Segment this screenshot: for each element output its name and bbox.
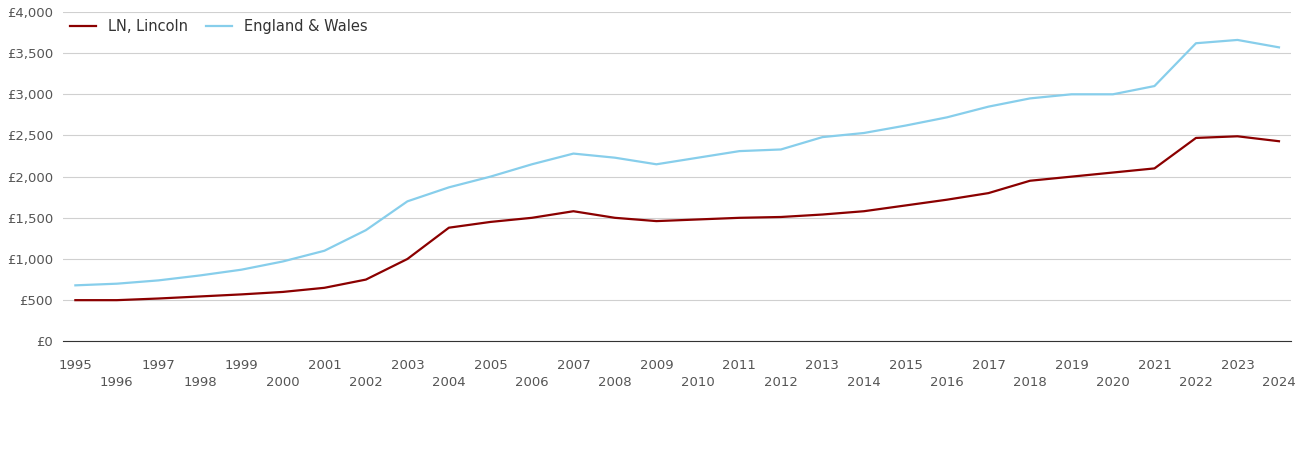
LN, Lincoln xyxy=(68,297,84,303)
Text: 1999: 1999 xyxy=(224,360,258,373)
Text: 2016: 2016 xyxy=(930,376,964,389)
Text: 2001: 2001 xyxy=(308,360,342,373)
England & Wales xyxy=(441,184,457,190)
LN, Lincoln xyxy=(1105,170,1121,175)
Text: 2017: 2017 xyxy=(971,360,1005,373)
LN, Lincoln xyxy=(1147,166,1163,171)
Text: 1995: 1995 xyxy=(59,360,93,373)
LN, Lincoln xyxy=(110,297,125,303)
LN, Lincoln xyxy=(150,296,166,301)
Text: 2019: 2019 xyxy=(1054,360,1088,373)
Line: LN, Lincoln: LN, Lincoln xyxy=(76,136,1279,300)
Text: 2008: 2008 xyxy=(598,376,632,389)
LN, Lincoln xyxy=(732,215,748,220)
Text: 2024: 2024 xyxy=(1262,376,1296,389)
England & Wales xyxy=(1105,92,1121,97)
LN, Lincoln xyxy=(317,285,333,291)
LN, Lincoln xyxy=(565,208,581,214)
LN, Lincoln xyxy=(773,214,788,220)
LN, Lincoln xyxy=(940,197,955,202)
England & Wales xyxy=(317,248,333,253)
Text: 2009: 2009 xyxy=(639,360,673,373)
England & Wales xyxy=(192,273,207,278)
Text: 2012: 2012 xyxy=(763,376,797,389)
England & Wales xyxy=(732,148,748,154)
Text: 2023: 2023 xyxy=(1220,360,1254,373)
LN, Lincoln xyxy=(483,219,499,225)
England & Wales xyxy=(68,283,84,288)
Text: 1997: 1997 xyxy=(141,360,175,373)
Text: 2007: 2007 xyxy=(556,360,590,373)
England & Wales xyxy=(898,123,913,128)
LN, Lincoln xyxy=(441,225,457,230)
LN, Lincoln xyxy=(814,212,830,217)
England & Wales xyxy=(980,104,996,109)
Text: 2002: 2002 xyxy=(348,376,382,389)
England & Wales xyxy=(110,281,125,286)
England & Wales xyxy=(1188,40,1203,46)
LN, Lincoln xyxy=(690,217,706,222)
Text: 2011: 2011 xyxy=(723,360,757,373)
England & Wales xyxy=(358,227,373,233)
LN, Lincoln xyxy=(275,289,291,295)
England & Wales xyxy=(1147,83,1163,89)
LN, Lincoln xyxy=(898,203,913,208)
England & Wales xyxy=(690,155,706,160)
LN, Lincoln xyxy=(1064,174,1079,180)
England & Wales xyxy=(607,155,622,160)
LN, Lincoln xyxy=(607,215,622,220)
Legend: LN, Lincoln, England & Wales: LN, Lincoln, England & Wales xyxy=(70,19,367,34)
Text: 2020: 2020 xyxy=(1096,376,1130,389)
Text: 2006: 2006 xyxy=(515,376,548,389)
England & Wales xyxy=(940,115,955,120)
Text: 2014: 2014 xyxy=(847,376,881,389)
Text: 2000: 2000 xyxy=(266,376,300,389)
LN, Lincoln xyxy=(234,292,249,297)
Text: 2004: 2004 xyxy=(432,376,466,389)
LN, Lincoln xyxy=(399,256,415,262)
Text: 1996: 1996 xyxy=(100,376,133,389)
England & Wales xyxy=(1229,37,1245,43)
England & Wales xyxy=(150,278,166,283)
England & Wales xyxy=(483,174,499,180)
England & Wales xyxy=(856,130,872,136)
Text: 2021: 2021 xyxy=(1138,360,1172,373)
England & Wales xyxy=(1022,96,1037,101)
LN, Lincoln xyxy=(1271,139,1287,144)
England & Wales xyxy=(773,147,788,152)
England & Wales xyxy=(399,198,415,204)
LN, Lincoln xyxy=(192,294,207,299)
Text: 2013: 2013 xyxy=(805,360,839,373)
Text: 2022: 2022 xyxy=(1178,376,1212,389)
Text: 2018: 2018 xyxy=(1013,376,1047,389)
England & Wales xyxy=(649,162,664,167)
LN, Lincoln xyxy=(980,190,996,196)
Line: England & Wales: England & Wales xyxy=(76,40,1279,285)
England & Wales xyxy=(275,259,291,264)
England & Wales xyxy=(1271,45,1287,50)
Text: 1998: 1998 xyxy=(183,376,217,389)
Text: 2015: 2015 xyxy=(889,360,923,373)
LN, Lincoln xyxy=(856,208,872,214)
England & Wales xyxy=(525,162,540,167)
Text: 2010: 2010 xyxy=(681,376,715,389)
Text: 2003: 2003 xyxy=(390,360,424,373)
England & Wales xyxy=(1064,92,1079,97)
Text: 2005: 2005 xyxy=(474,360,508,373)
LN, Lincoln xyxy=(1229,134,1245,139)
England & Wales xyxy=(814,135,830,140)
England & Wales xyxy=(234,267,249,272)
LN, Lincoln xyxy=(1188,135,1203,141)
LN, Lincoln xyxy=(649,218,664,224)
LN, Lincoln xyxy=(1022,178,1037,184)
LN, Lincoln xyxy=(358,277,373,282)
LN, Lincoln xyxy=(525,215,540,220)
England & Wales xyxy=(565,151,581,156)
